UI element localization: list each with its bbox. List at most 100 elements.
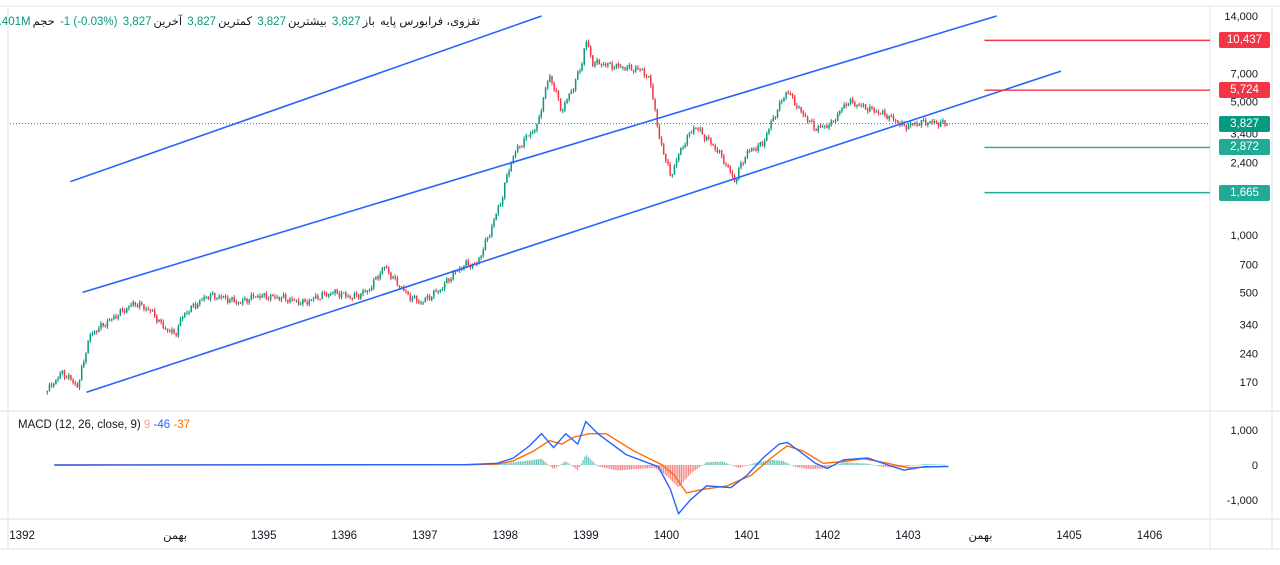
candle-body	[121, 309, 124, 311]
candle	[712, 143, 714, 146]
resistance-level-tag: 10,437	[1219, 32, 1270, 49]
macd-line[interactable]	[54, 420, 949, 516]
macd-hist-bar	[634, 465, 636, 470]
candle	[643, 67, 646, 78]
macd-hist-bar	[636, 465, 638, 470]
candle-body	[703, 134, 706, 140]
candle	[673, 164, 676, 176]
candle	[289, 297, 291, 304]
macd-hist-bar	[662, 465, 665, 474]
candle	[381, 266, 384, 275]
symbol-name[interactable]: تقزوی، فرابورس پایه	[380, 16, 480, 28]
macd-hist-bar	[602, 465, 604, 468]
candle	[484, 237, 487, 251]
macd-legend[interactable]: MACD (12, 26, close, 9) 9 -46 -37	[18, 419, 190, 431]
macd-hist-bar	[741, 465, 743, 468]
candle-body	[695, 127, 697, 129]
macd-hist-bar	[943, 464, 945, 466]
candle-body	[916, 123, 918, 125]
candle-body	[869, 106, 871, 112]
candle	[349, 294, 351, 300]
last-label: آخرین	[153, 16, 183, 28]
candle-body	[390, 272, 392, 279]
candle	[617, 61, 620, 69]
candle	[312, 296, 315, 302]
price-pane[interactable]	[10, 15, 1210, 395]
candle-body	[738, 168, 740, 179]
candle	[85, 352, 87, 365]
candle	[813, 118, 815, 132]
candle	[860, 103, 863, 108]
candle-body	[619, 66, 622, 68]
candle-body	[877, 111, 880, 114]
candle	[263, 292, 265, 298]
candle-body	[93, 331, 96, 334]
macd-hist-bar	[580, 463, 582, 465]
candle	[761, 140, 764, 147]
candle	[542, 97, 545, 113]
candle-body	[504, 182, 506, 198]
macd-hist-bar	[793, 465, 795, 467]
candle	[409, 292, 412, 303]
candle-body	[647, 76, 650, 78]
macd-hist-bar	[566, 462, 568, 465]
candle	[718, 149, 721, 154]
candle-body	[849, 99, 852, 104]
trend-channel-line[interactable]	[70, 15, 542, 183]
candle	[935, 120, 938, 124]
candle	[291, 296, 293, 303]
candle	[254, 296, 257, 298]
macd-hist-bar	[596, 465, 598, 466]
macd-hist-bar	[646, 465, 649, 469]
macd-hist-bar	[627, 465, 629, 470]
macd-hist-bar	[940, 464, 942, 466]
candle-body	[671, 174, 674, 176]
macd-hist-bar	[798, 465, 801, 468]
macd-hist-bar	[561, 463, 563, 465]
macd-hist-bar	[730, 465, 733, 466]
macd-pane[interactable]	[54, 420, 949, 516]
candle-body	[759, 142, 762, 146]
candle	[78, 379, 81, 391]
macd-hist-bar	[541, 459, 543, 465]
macd-hist-bar	[866, 463, 868, 465]
candle	[697, 127, 699, 132]
trend-channel-line[interactable]	[86, 70, 1062, 394]
candle-body	[731, 172, 734, 176]
candle-body	[531, 132, 534, 134]
candle-body	[832, 120, 835, 122]
candle	[884, 108, 886, 118]
candle-body	[398, 285, 401, 288]
candle	[800, 106, 802, 114]
candle-body	[274, 296, 276, 298]
candle-body	[95, 331, 98, 333]
trend-channel-line[interactable]	[82, 15, 997, 294]
candle	[768, 128, 770, 136]
candle-body	[682, 147, 684, 149]
macd-hist-bar	[723, 462, 725, 465]
candle	[123, 308, 126, 315]
candle	[439, 289, 442, 293]
low-label: کمترین	[218, 16, 252, 28]
candle	[138, 300, 141, 310]
macd-hist-bar	[632, 465, 634, 470]
candle-body	[190, 305, 192, 313]
candle-body	[808, 120, 811, 122]
candle	[750, 147, 753, 153]
candle-body	[858, 104, 860, 106]
candle-body	[596, 59, 598, 64]
candle-body	[622, 67, 624, 69]
candle	[491, 223, 493, 238]
candle-body	[750, 148, 753, 152]
macd-hist-bar	[611, 465, 613, 470]
macd-hist-bar	[725, 462, 727, 465]
candle-body	[757, 145, 759, 151]
candle	[196, 302, 199, 310]
candle	[879, 112, 882, 115]
candle	[562, 108, 564, 114]
macd-signal-line[interactable]	[54, 433, 949, 494]
candle	[284, 292, 287, 302]
macd-hist-bar	[686, 465, 688, 479]
